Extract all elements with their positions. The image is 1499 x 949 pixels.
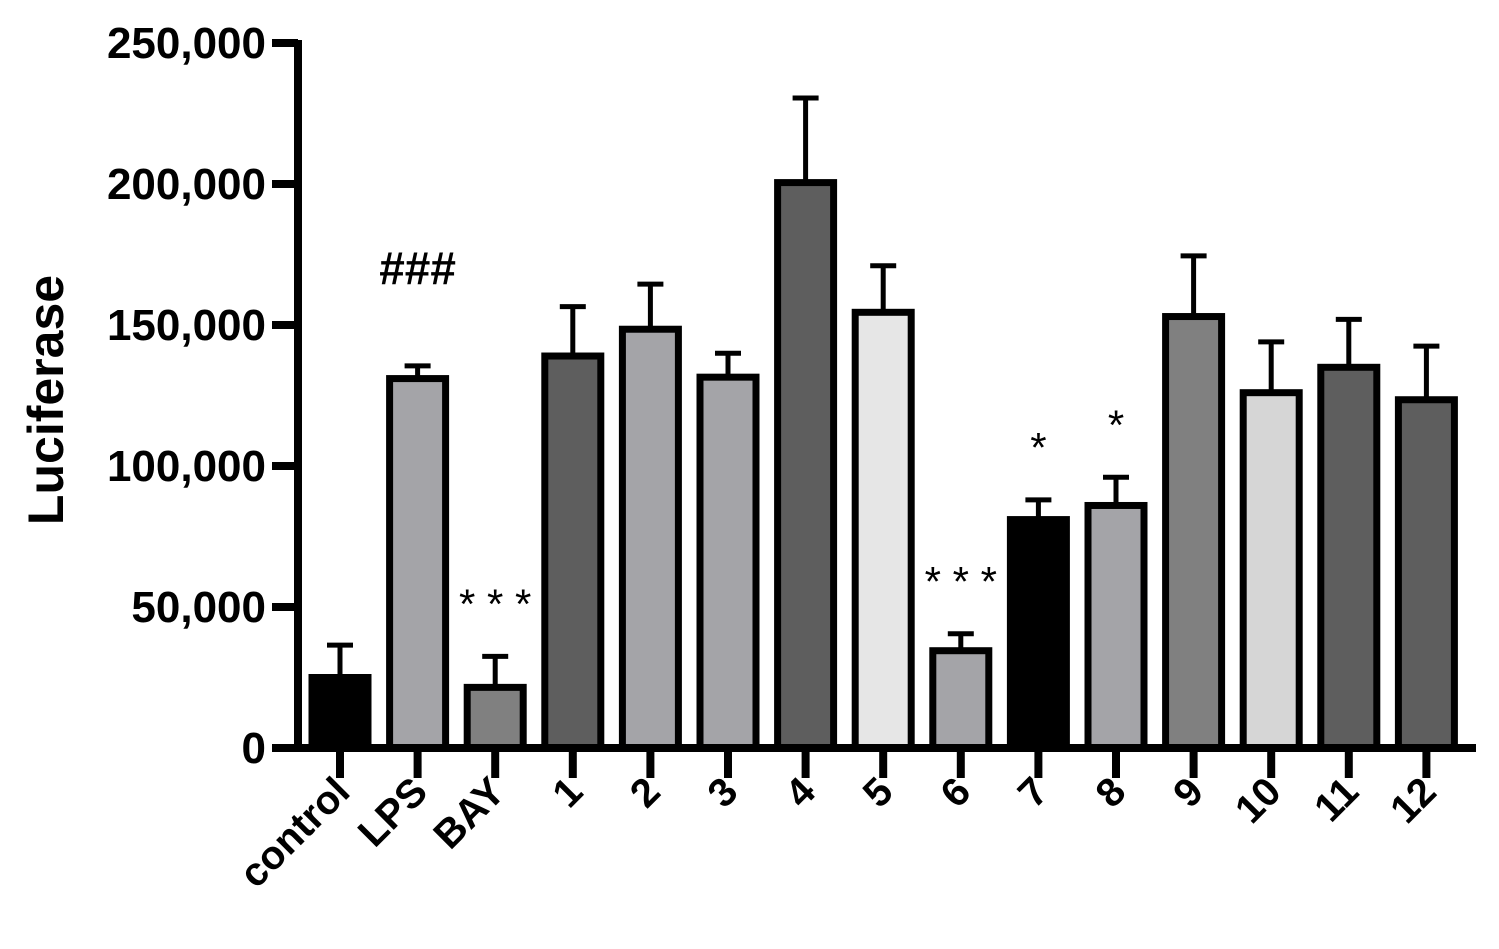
x-tick-label-7: 7 [1010,769,1057,816]
significance-LPS: ### [379,242,456,294]
bar-BAY [463,683,527,752]
significance-6: * * * [925,558,997,605]
significance-8: * [1108,401,1124,448]
x-tick-label-6: 6 [932,769,979,816]
x-tick-label-BAY: BAY [425,769,513,857]
error-bars-group [327,95,1440,688]
x-tick-label-4: 4 [777,769,824,816]
bar-control [308,674,372,752]
y-axis-label: Luciferase [18,275,74,525]
y-tick-label-50000: 50,000 [131,583,266,632]
bar-8 [1084,501,1148,752]
significance-7: * [1030,424,1046,471]
x-tick-label-5: 5 [855,769,902,816]
bar-12 [1394,396,1458,752]
bar-LPS [386,375,450,752]
bar-9 [1162,313,1226,752]
x-tick-label-10: 10 [1227,769,1290,832]
x-tick-label-3: 3 [700,769,747,816]
bar-6 [929,647,993,752]
x-tick-label-8: 8 [1088,769,1135,816]
annotations-group: ### * * * * * * * * [379,242,1124,627]
x-tick-label-LPS: LPS [350,769,436,855]
y-tick-label-100000: 100,000 [107,442,266,491]
x-tick-label-control: control [231,769,358,896]
y-tick-label-250000: 250,000 [107,19,266,68]
y-tick-label-150000: 150,000 [107,301,266,350]
bar-11 [1317,363,1381,752]
significance-BAY: * * * [459,580,531,627]
y-tick-label-0: 0 [242,724,266,773]
bar-2 [618,325,682,752]
bar-7 [1006,516,1070,752]
x-tick-label-11: 11 [1306,769,1367,830]
y-tick-label-200000: 200,000 [107,160,266,209]
bar-5 [851,308,915,752]
bar-10 [1239,389,1303,752]
x-tick-label-12: 12 [1382,769,1445,832]
y-axis-label-group: Luciferase [18,275,74,525]
x-tick-label-9: 9 [1165,769,1212,816]
y-ticks-group: 0 50,000 100,000 150,000 200,000 250,000 [107,19,298,773]
bar-1 [541,352,605,752]
bar-3 [696,373,760,752]
x-tick-label-1: 1 [544,769,591,816]
x-tick-label-2: 2 [622,769,669,816]
bar-4 [774,179,838,752]
